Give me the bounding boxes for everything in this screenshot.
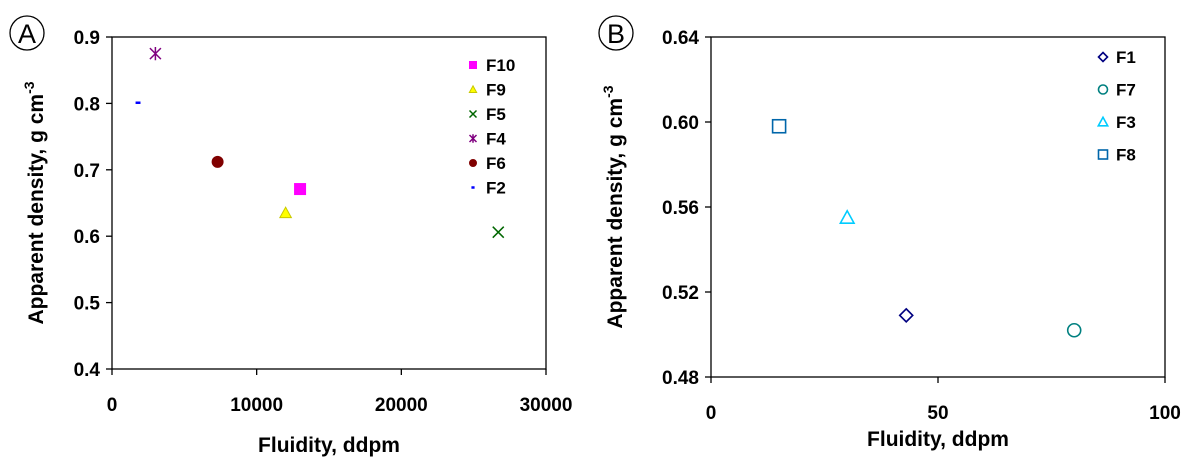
panel-a-legend-label-f10: F10 bbox=[486, 56, 515, 75]
panel-b-y-axis-label: Apparent density, g cm-3 bbox=[600, 85, 627, 328]
panel-a-legend-label-f2: F2 bbox=[486, 179, 506, 198]
panel-b-legend-marker-f3 bbox=[1096, 115, 1110, 127]
panel-b-y-tick-label: 0.64 bbox=[662, 28, 699, 49]
panel-b-x-axis-label: Fluidity, ddpm bbox=[867, 428, 1009, 451]
panel-a-legend-marker-f6 bbox=[469, 159, 477, 167]
panel-a-y-axis-label: Apparent density, g cm-3 bbox=[21, 81, 48, 324]
panel-b-y-axis-label-text: Apparent density, g cm bbox=[604, 98, 627, 329]
panel-b-legend-marker-f8 bbox=[1097, 149, 1109, 160]
panel-b-legend-marker-f1 bbox=[1097, 51, 1109, 63]
panel-a-y-axis-label-superscript: -3 bbox=[21, 81, 37, 94]
panel-b-y-tick-label: 0.60 bbox=[662, 113, 699, 134]
panel-b-y-axis-label-superscript: -3 bbox=[600, 85, 616, 98]
panel-b-y-tick-label: 0.48 bbox=[662, 368, 699, 389]
panel-b-point-f1 bbox=[898, 307, 914, 324]
panel-a-x-tick-label: 0 bbox=[107, 395, 118, 416]
panel-a-plot-frame bbox=[111, 36, 547, 370]
panel-a-y-tick-label: 0.6 bbox=[74, 227, 100, 248]
panel-b-letter: B bbox=[607, 19, 625, 49]
panel-a-point-f9 bbox=[278, 206, 293, 219]
panel-a-point-f5 bbox=[492, 226, 505, 239]
panel-a-legend-label-f4: F4 bbox=[486, 130, 506, 149]
panel-b-point-f3 bbox=[839, 209, 856, 224]
panel-b-point-f8 bbox=[771, 118, 787, 134]
panel-b-legend-label-f7: F7 bbox=[1116, 81, 1136, 100]
panel-a-legend-marker-f5 bbox=[468, 109, 478, 119]
panel-b-y-tick-label: 0.56 bbox=[662, 198, 699, 219]
panel-a-legend-marker-f9 bbox=[468, 84, 478, 93]
panel-a-x-axis-label: Fluidity, ddpm bbox=[258, 434, 400, 457]
panel-b-x-tick-label: 0 bbox=[706, 403, 717, 424]
panel-a-y-axis-label-text: Apparent density, g cm bbox=[25, 94, 48, 325]
panel-a-y-tick-label: 0.4 bbox=[74, 360, 101, 381]
panel-b-y-tick-label: 0.52 bbox=[662, 283, 699, 304]
panel-b-x-tick-label: 50 bbox=[927, 403, 948, 424]
panel-a-y-tick-label: 0.7 bbox=[74, 161, 100, 182]
panel-a-y-tick-label: 0.9 bbox=[74, 28, 100, 49]
panel-b-x-tick-label: 100 bbox=[1149, 403, 1181, 424]
panel-b-legend-label-f3: F3 bbox=[1116, 113, 1136, 132]
panel-a-legend-marker-f4 bbox=[468, 134, 478, 143]
panel-a-x-tick-label: 20000 bbox=[375, 395, 428, 416]
panel-b: B 0.48 0.52 0.56 0.60 0.64 0 50 100 Fluidity, ddp… bbox=[598, 15, 1181, 451]
panel-a-x-tick-label: 30000 bbox=[520, 395, 573, 416]
panel-a-point-f4 bbox=[149, 47, 162, 61]
panel-b-legend-label-f1: F1 bbox=[1116, 48, 1136, 67]
panel-b-legend-marker-f7 bbox=[1097, 84, 1109, 95]
panel-a: A 0.4 0.5 0.6 0.7 0.8 0.9 0 10000 20000 30000 Fluid… bbox=[9, 15, 573, 457]
panel-b-letter-circle bbox=[598, 15, 634, 51]
panel-a-legend-marker-f10 bbox=[469, 61, 477, 69]
panel-b-plot-frame bbox=[710, 36, 1166, 378]
panel-a-point-f10 bbox=[294, 183, 307, 196]
panel-a-point-f6 bbox=[211, 155, 224, 168]
panel-a-legend-label-f5: F5 bbox=[486, 105, 506, 124]
panel-a-y-tick-label: 0.5 bbox=[74, 294, 101, 315]
panel-a-x-tick-label: 10000 bbox=[230, 395, 283, 416]
panel-a-legend-label-f6: F6 bbox=[486, 154, 506, 173]
panel-b-point-f7 bbox=[1066, 322, 1082, 338]
panel-a-legend-label-f9: F9 bbox=[486, 81, 506, 100]
panel-a-letter: A bbox=[18, 19, 36, 49]
panel-a-y-tick-label: 0.8 bbox=[74, 94, 100, 115]
panel-b-legend-label-f8: F8 bbox=[1116, 146, 1136, 165]
panel-a-letter-circle bbox=[9, 15, 45, 51]
